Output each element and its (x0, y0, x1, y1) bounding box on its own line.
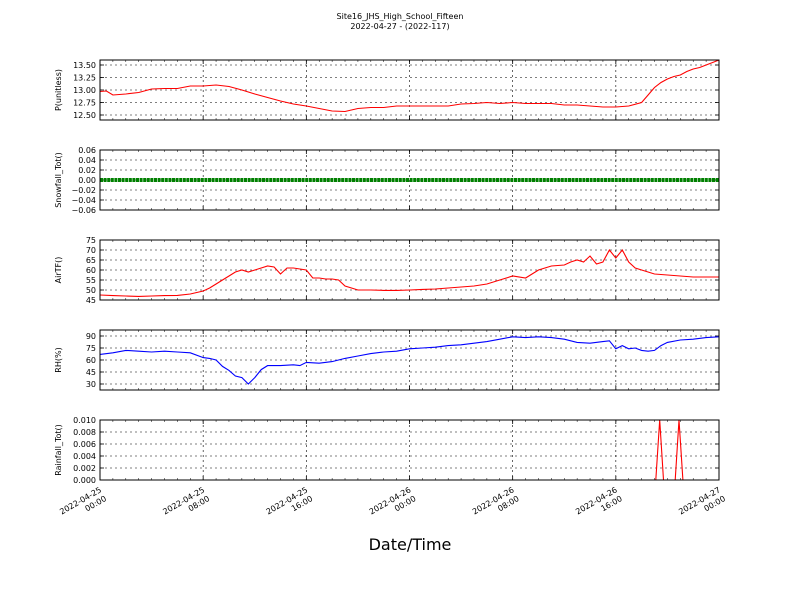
y-tick-label: 0.00 (78, 176, 96, 185)
y-axis-label: Snowfall_Tot() (54, 152, 63, 208)
y-tick-label: 45 (86, 296, 96, 305)
y-tick-label: 45 (86, 368, 96, 377)
y-axis-label: Rainfall_Tot() (54, 424, 63, 476)
panel-frame (99, 329, 720, 391)
y-tick-label: 13.25 (73, 74, 96, 83)
series-line (99, 249, 719, 297)
y-tick-label: 65 (86, 256, 96, 265)
panel-frame (99, 239, 720, 301)
panel-4: 90 75 60 45 30 RH(%) (54, 329, 720, 391)
chart-title: Site16_JHS_High_School_Fifteen (337, 12, 464, 21)
y-tick-label: 13.00 (73, 86, 96, 95)
y-tick-label: −0.04 (71, 196, 96, 205)
y-tick-label: 0.010 (73, 416, 96, 425)
y-tick-label: 0.000 (73, 476, 96, 485)
series-line (99, 336, 720, 385)
y-tick-label: 0.04 (78, 156, 96, 165)
panel-5: 0.010 0.008 0.006 0.004 0.002 0.000 Rainfall_T… (54, 416, 720, 485)
y-tick-label: −0.02 (71, 186, 96, 195)
y-tick-label: −0.06 (71, 206, 96, 215)
y-tick-label: 70 (86, 246, 96, 255)
y-tick-label: 0.004 (73, 452, 96, 461)
y-axis-label: AirTF() (54, 257, 63, 284)
y-tick-label: 0.06 (78, 146, 96, 155)
y-tick-label: 13.50 (73, 61, 96, 70)
y-tick-label: 75 (86, 344, 96, 353)
y-tick-label: 0.008 (73, 428, 96, 437)
y-axis-label: RH(%) (54, 347, 63, 372)
panel-frame (99, 419, 720, 481)
y-tick-label: 0.02 (78, 166, 96, 175)
y-tick-label: 0.002 (73, 464, 96, 473)
series-line (99, 59, 720, 113)
y-tick-label: 60 (86, 266, 96, 275)
y-tick-label: 60 (86, 356, 96, 365)
panel-2: 0.060.040.020.00−0.02−0.04−0.06 Snowfall_… (54, 146, 720, 215)
y-tick-label: 55 (86, 276, 96, 285)
y-tick-label: 12.75 (73, 99, 96, 108)
y-tick-label: 75 (86, 236, 96, 245)
panels-group: 12.50 12.75 13.00 13.25 13.50 P(unitless) 0.06… (54, 59, 720, 485)
y-tick-label: 0.006 (73, 440, 96, 449)
chart-subtitle: 2022-04-27 - (2022-117) (350, 22, 449, 31)
panel-1: 12.50 12.75 13.00 13.25 13.50 P(unitless) (54, 59, 720, 121)
y-tick-label: 30 (86, 380, 96, 389)
y-tick-label: 90 (86, 332, 96, 341)
y-axis-label: P(unitless) (54, 69, 63, 111)
y-tick-label: 50 (86, 286, 96, 295)
panel-frame (99, 59, 720, 121)
panel-frame (99, 149, 720, 211)
x-axis-label: Date/Time (369, 535, 452, 554)
y-tick-label: 12.50 (73, 111, 96, 120)
